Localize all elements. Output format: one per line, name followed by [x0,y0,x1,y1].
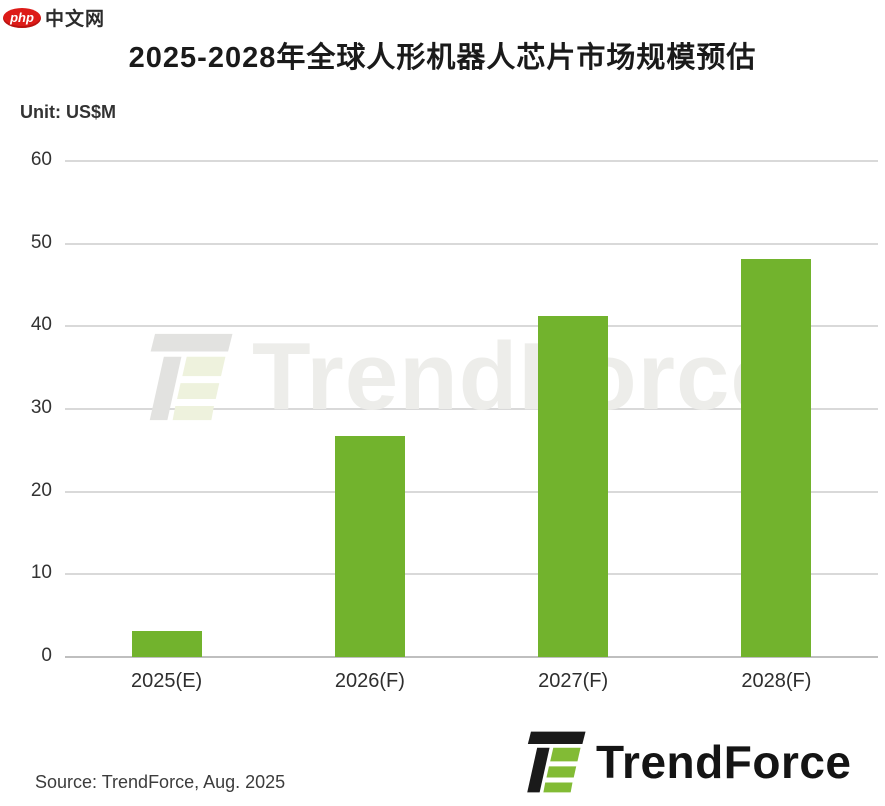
gridline [65,573,878,576]
trendforce-logo-icon [527,731,586,793]
source-label: Source: TrendForce, Aug. 2025 [35,772,286,792]
y-tick-label: 20 [30,479,52,501]
bar-2025(E) [131,630,202,657]
bar-2028(F) [741,258,812,657]
gridline [65,490,878,493]
trendforce-logo-text: TrendForce [596,736,852,788]
bar-2026(F) [334,436,405,657]
gridline [65,325,878,328]
php-logo-icon: php [3,7,41,28]
trendforce-logo: TrendForce [526,727,852,797]
site-badge: php 中文网 [3,4,105,31]
gridline [65,160,878,162]
y-tick-label: 40 [30,314,52,336]
chart-title: 2025-2028年全球人形机器人芯片市场规模预估 [128,42,757,74]
y-tick-label: 10 [30,562,52,584]
plot-area: 0 10 20 30 40 50 60 2025(E) 2026(F) 2027(F) 2028(F… [31,149,878,692]
x-tick-label: 2026(F) [334,670,405,692]
x-tick-label: 2025(E) [131,670,203,692]
site-name: 中文网 [45,9,106,30]
y-tick-label: 60 [30,149,52,170]
x-tick-label: 2027(F) [538,670,609,692]
x-tick-label: 2028(F) [741,670,812,692]
unit-label: Unit: US$M [20,102,116,122]
php-logo-label: php [10,10,34,25]
bar-2027(F) [538,315,609,657]
gridline [65,656,878,658]
gridline [65,408,878,410]
y-tick-label: 50 [30,231,52,253]
gridline [65,242,878,245]
y-tick-label: 0 [41,645,52,666]
y-tick-label: 30 [30,397,52,418]
